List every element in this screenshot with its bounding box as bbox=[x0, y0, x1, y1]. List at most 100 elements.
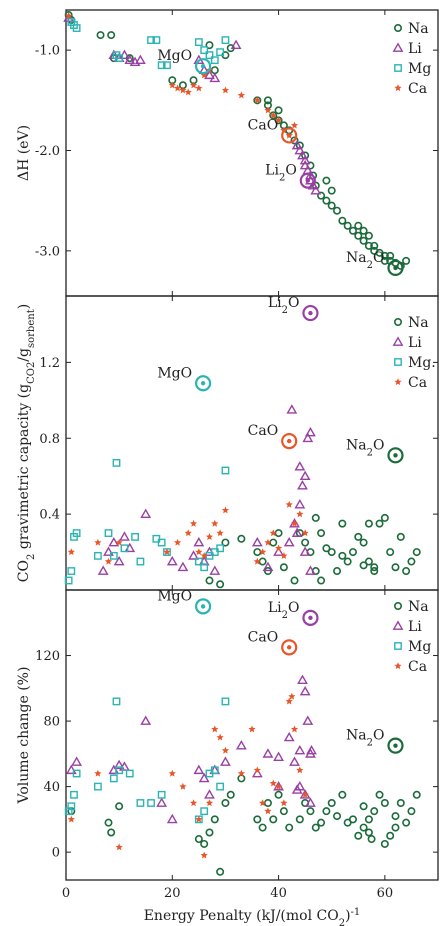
data-point bbox=[115, 802, 124, 811]
highlight-dot bbox=[393, 265, 398, 271]
data-point bbox=[96, 31, 105, 40]
data-point bbox=[317, 191, 326, 200]
data-point bbox=[198, 772, 210, 783]
data-point bbox=[338, 790, 347, 799]
data-point bbox=[391, 563, 400, 572]
data-point bbox=[364, 519, 373, 528]
data-point bbox=[380, 513, 389, 522]
data-point bbox=[120, 544, 129, 553]
data-point bbox=[322, 544, 331, 553]
compound-label: MgO bbox=[157, 48, 192, 64]
data-point bbox=[322, 807, 331, 816]
data-point bbox=[125, 769, 134, 778]
highlight-dot bbox=[308, 615, 313, 621]
highlight-dot bbox=[308, 310, 313, 316]
data-point bbox=[317, 576, 326, 585]
data-point bbox=[200, 563, 209, 572]
highlight-dot bbox=[287, 645, 292, 650]
highlight-ring bbox=[195, 598, 212, 615]
x-tick-label: 40 bbox=[270, 886, 287, 901]
legend-marker bbox=[393, 23, 402, 32]
data-point bbox=[294, 499, 306, 509]
series-li bbox=[65, 674, 317, 824]
y-tick-label: -1.0 bbox=[35, 44, 60, 59]
data-point bbox=[166, 555, 178, 566]
data-point bbox=[290, 121, 299, 129]
data-point bbox=[220, 756, 231, 766]
data-point bbox=[72, 769, 81, 778]
data-point bbox=[370, 563, 379, 572]
data-point bbox=[248, 725, 256, 733]
data-point bbox=[237, 774, 246, 783]
data-point bbox=[136, 557, 145, 566]
data-point bbox=[273, 751, 284, 761]
data-point bbox=[317, 818, 326, 827]
data-point bbox=[140, 715, 152, 725]
highlight-dot bbox=[393, 453, 398, 458]
data-point bbox=[305, 565, 316, 575]
data-point bbox=[274, 782, 283, 790]
data-point bbox=[412, 548, 421, 557]
y-tick-label: 40 bbox=[43, 780, 60, 795]
data-point bbox=[338, 216, 347, 225]
data-point bbox=[402, 567, 411, 576]
legend-label-mg: Mg bbox=[408, 639, 431, 655]
data-point bbox=[302, 432, 314, 443]
data-point bbox=[103, 546, 114, 556]
data-point bbox=[205, 576, 214, 585]
data-point bbox=[322, 196, 331, 205]
legend-marker bbox=[393, 601, 402, 610]
data-point bbox=[147, 36, 155, 45]
data-point bbox=[221, 36, 230, 45]
legend-label-ca: Ca bbox=[408, 659, 427, 675]
legend-marker bbox=[394, 642, 402, 650]
data-point bbox=[152, 36, 161, 45]
legend-label-ca: Ca bbox=[408, 375, 427, 391]
y-tick-label: 0.4 bbox=[39, 508, 60, 523]
data-point bbox=[177, 561, 189, 572]
data-point bbox=[253, 548, 262, 557]
legend-marker bbox=[392, 336, 404, 346]
data-point bbox=[359, 226, 368, 235]
data-point bbox=[205, 533, 214, 540]
highlight-ring bbox=[195, 58, 212, 75]
data-point bbox=[109, 551, 118, 560]
data-point bbox=[290, 576, 299, 585]
data-point bbox=[338, 551, 347, 560]
data-point bbox=[194, 835, 203, 844]
data-point bbox=[280, 552, 288, 559]
data-point bbox=[359, 561, 368, 570]
legend-marker bbox=[394, 662, 402, 670]
data-point bbox=[348, 548, 357, 557]
data-point bbox=[195, 548, 203, 556]
legend-label-mg: Mg. bbox=[408, 355, 436, 371]
data-point bbox=[112, 697, 121, 706]
x-axis-label: Energy Penalty (kJ/(mol CO2)-1 bbox=[144, 907, 361, 926]
data-point bbox=[112, 459, 121, 467]
legend-marker bbox=[394, 84, 402, 92]
data-point bbox=[64, 576, 73, 585]
data-point bbox=[407, 807, 416, 816]
data-point bbox=[147, 799, 155, 807]
data-point bbox=[221, 746, 230, 754]
legend-label-mg: Mg bbox=[408, 61, 431, 77]
highlight-dot bbox=[200, 604, 206, 609]
data-point bbox=[296, 510, 304, 518]
data-point bbox=[194, 38, 203, 47]
highlight-ring bbox=[387, 447, 404, 464]
data-point bbox=[299, 470, 311, 481]
data-point bbox=[359, 802, 368, 811]
data-point bbox=[306, 807, 315, 816]
data-point bbox=[104, 529, 113, 537]
data-point bbox=[179, 782, 187, 790]
data-point bbox=[119, 531, 130, 541]
data-point bbox=[283, 536, 295, 547]
data-point bbox=[386, 251, 395, 260]
data-point bbox=[264, 538, 272, 546]
series-ca bbox=[65, 12, 299, 139]
data-point bbox=[269, 111, 277, 119]
highlight-dot bbox=[200, 63, 206, 69]
data-point bbox=[262, 561, 274, 572]
data-point bbox=[290, 136, 299, 145]
